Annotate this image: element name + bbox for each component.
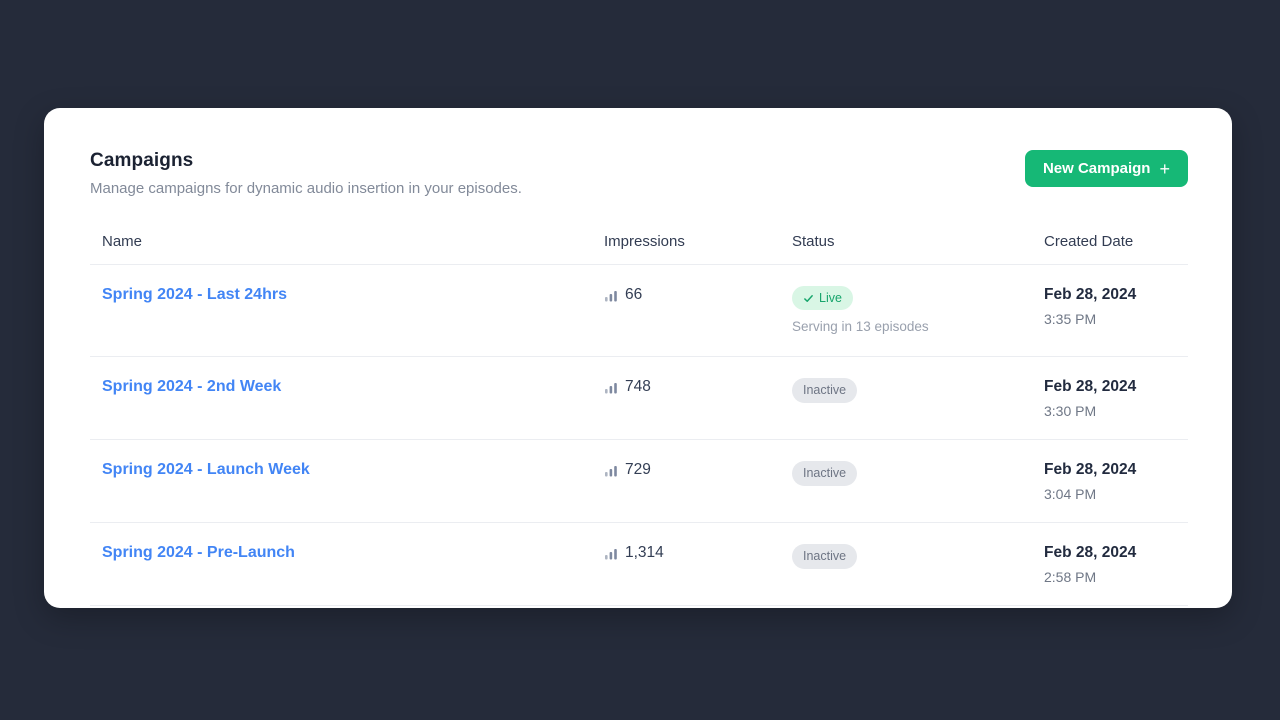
created-time: 2:58 PM xyxy=(1044,569,1097,586)
status-badge-live: Live xyxy=(792,286,853,311)
page-subtitle: Manage campaigns for dynamic audio inser… xyxy=(90,180,522,197)
impressions-value: 1,314 xyxy=(625,544,664,562)
bar-chart-icon xyxy=(605,383,617,394)
campaign-link[interactable]: Spring 2024 - Launch Week xyxy=(102,461,310,479)
card-header: Campaigns Manage campaigns for dynamic a… xyxy=(44,108,1232,197)
column-header-created-date: Created Date xyxy=(1044,233,1134,250)
bar-chart-icon xyxy=(605,291,617,302)
table-header-row: Name Impressions Status Created Date xyxy=(90,221,1188,265)
created-time: 3:30 PM xyxy=(1044,403,1097,420)
campaign-link[interactable]: Spring 2024 - 2nd Week xyxy=(102,378,282,396)
campaigns-table: Name Impressions Status Created Date Spr… xyxy=(90,221,1188,607)
serving-note: Serving in 13 episodes xyxy=(792,319,929,335)
header-text-block: Campaigns Manage campaigns for dynamic a… xyxy=(90,150,522,197)
created-date: Feb 28, 2024 xyxy=(1044,378,1137,396)
created-time: 3:35 PM xyxy=(1044,311,1097,327)
table-row: Spring 2024 - 2nd Week 748 Inactive Feb … xyxy=(90,357,1188,441)
created-date: Feb 28, 2024 xyxy=(1044,286,1137,303)
column-header-status: Status xyxy=(792,233,835,250)
new-campaign-button[interactable]: New Campaign + xyxy=(1024,150,1188,187)
plus-icon: + xyxy=(1159,158,1170,179)
created-date: Feb 28, 2024 xyxy=(1044,544,1137,562)
column-header-impressions: Impressions xyxy=(604,233,685,250)
page-title: Campaigns xyxy=(90,150,194,171)
new-campaign-label: New Campaign xyxy=(1042,160,1151,177)
table-row: Spring 2024 - Launch Week 729 Inactive F… xyxy=(90,440,1188,524)
impressions-value: 748 xyxy=(625,378,651,396)
column-header-name: Name xyxy=(102,233,143,250)
status-badge-inactive: Inactive xyxy=(792,461,858,486)
status-label: Live xyxy=(819,291,842,305)
impressions-value: 66 xyxy=(625,286,643,303)
check-icon xyxy=(804,294,813,302)
created-time: 3:04 PM xyxy=(1044,486,1097,503)
status-label: Inactive xyxy=(803,549,847,564)
created-date: Feb 28, 2024 xyxy=(1044,461,1137,479)
impressions-value: 729 xyxy=(625,461,651,479)
campaign-link[interactable]: Spring 2024 - Pre-Launch xyxy=(102,544,295,562)
status-badge-inactive: Inactive xyxy=(792,544,858,569)
bar-chart-icon xyxy=(605,549,617,560)
status-label: Inactive xyxy=(803,383,847,398)
campaign-link[interactable]: Spring 2024 - Last 24hrs xyxy=(102,286,287,303)
table-row: Spring 2024 - Pre-Launch 1,314 Inactive … xyxy=(90,523,1188,607)
campaigns-card: Campaigns Manage campaigns for dynamic a… xyxy=(44,108,1232,608)
status-label: Inactive xyxy=(803,466,847,481)
table-row: Spring 2024 - Last 24hrs 66 Live Serving… xyxy=(90,265,1188,358)
status-badge-inactive: Inactive xyxy=(792,378,858,403)
bar-chart-icon xyxy=(605,466,617,477)
